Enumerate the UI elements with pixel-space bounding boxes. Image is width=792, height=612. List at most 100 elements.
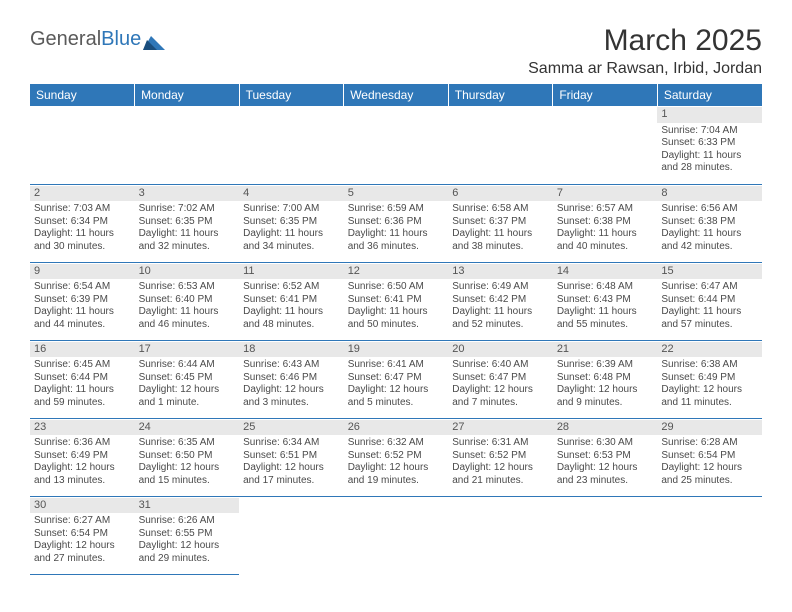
calendar-cell: 7Sunrise: 6:57 AMSunset: 6:38 PMDaylight… — [553, 184, 658, 262]
sunrise-text: Sunrise: 6:57 AM — [557, 203, 654, 216]
sunset-text: Sunset: 6:35 PM — [243, 216, 340, 229]
daylight-text: Daylight: 11 hours and 55 minutes. — [557, 306, 654, 331]
sunrise-text: Sunrise: 6:34 AM — [243, 437, 340, 450]
day-number: 14 — [553, 264, 658, 280]
location-subtitle: Samma ar Rawsan, Irbid, Jordan — [528, 60, 762, 78]
sunrise-text: Sunrise: 6:27 AM — [34, 515, 131, 528]
sunrise-text: Sunrise: 6:35 AM — [139, 437, 236, 450]
sunrise-text: Sunrise: 6:45 AM — [34, 359, 131, 372]
weekday-header: Friday — [553, 84, 658, 106]
day-number: 20 — [448, 342, 553, 358]
sunset-text: Sunset: 6:34 PM — [34, 216, 131, 229]
calendar-row: 9Sunrise: 6:54 AMSunset: 6:39 PMDaylight… — [30, 262, 762, 340]
weekday-header: Saturday — [657, 84, 762, 106]
calendar-cell: 13Sunrise: 6:49 AMSunset: 6:42 PMDayligh… — [448, 262, 553, 340]
day-number: 11 — [239, 264, 344, 280]
daylight-text: Daylight: 11 hours and 34 minutes. — [243, 228, 340, 253]
calendar-cell: 21Sunrise: 6:39 AMSunset: 6:48 PMDayligh… — [553, 340, 658, 418]
day-number: 1 — [657, 107, 762, 123]
daylight-text: Daylight: 12 hours and 1 minute. — [139, 384, 236, 409]
calendar-cell: 12Sunrise: 6:50 AMSunset: 6:41 PMDayligh… — [344, 262, 449, 340]
sunset-text: Sunset: 6:48 PM — [557, 372, 654, 385]
logo-text-general: General — [30, 28, 101, 51]
sunset-text: Sunset: 6:43 PM — [557, 294, 654, 307]
daylight-text: Daylight: 12 hours and 15 minutes. — [139, 462, 236, 487]
daylight-text: Daylight: 12 hours and 3 minutes. — [243, 384, 340, 409]
calendar-cell: 15Sunrise: 6:47 AMSunset: 6:44 PMDayligh… — [657, 262, 762, 340]
calendar-cell: 10Sunrise: 6:53 AMSunset: 6:40 PMDayligh… — [135, 262, 240, 340]
day-number: 19 — [344, 342, 449, 358]
daylight-text: Daylight: 11 hours and 28 minutes. — [661, 150, 758, 175]
sunset-text: Sunset: 6:33 PM — [661, 137, 758, 150]
day-number: 9 — [30, 264, 135, 280]
day-number: 25 — [239, 420, 344, 436]
sunset-text: Sunset: 6:51 PM — [243, 450, 340, 463]
day-number: 26 — [344, 420, 449, 436]
day-number: 3 — [135, 186, 240, 202]
calendar-cell: 5Sunrise: 6:59 AMSunset: 6:36 PMDaylight… — [344, 184, 449, 262]
calendar-table: SundayMondayTuesdayWednesdayThursdayFrid… — [30, 84, 762, 575]
daylight-text: Daylight: 11 hours and 52 minutes. — [452, 306, 549, 331]
calendar-cell: 16Sunrise: 6:45 AMSunset: 6:44 PMDayligh… — [30, 340, 135, 418]
header: General Blue March 2025 Samma ar Rawsan,… — [30, 24, 762, 78]
sunset-text: Sunset: 6:36 PM — [348, 216, 445, 229]
sunset-text: Sunset: 6:54 PM — [34, 528, 131, 541]
calendar-cell — [344, 496, 449, 574]
weekday-header: Monday — [135, 84, 240, 106]
calendar-cell: 26Sunrise: 6:32 AMSunset: 6:52 PMDayligh… — [344, 418, 449, 496]
calendar-row: 1Sunrise: 7:04 AMSunset: 6:33 PMDaylight… — [30, 106, 762, 184]
sunset-text: Sunset: 6:50 PM — [139, 450, 236, 463]
day-number: 21 — [553, 342, 658, 358]
sunrise-text: Sunrise: 6:36 AM — [34, 437, 131, 450]
calendar-cell — [30, 106, 135, 184]
sunset-text: Sunset: 6:52 PM — [452, 450, 549, 463]
sunset-text: Sunset: 6:46 PM — [243, 372, 340, 385]
calendar-row: 30Sunrise: 6:27 AMSunset: 6:54 PMDayligh… — [30, 496, 762, 574]
sunset-text: Sunset: 6:37 PM — [452, 216, 549, 229]
sunrise-text: Sunrise: 6:56 AM — [661, 203, 758, 216]
calendar-cell: 18Sunrise: 6:43 AMSunset: 6:46 PMDayligh… — [239, 340, 344, 418]
sunrise-text: Sunrise: 6:38 AM — [661, 359, 758, 372]
calendar-cell — [135, 106, 240, 184]
sunrise-text: Sunrise: 6:54 AM — [34, 281, 131, 294]
calendar-cell: 22Sunrise: 6:38 AMSunset: 6:49 PMDayligh… — [657, 340, 762, 418]
day-number: 6 — [448, 186, 553, 202]
sunrise-text: Sunrise: 6:30 AM — [557, 437, 654, 450]
day-number: 15 — [657, 264, 762, 280]
calendar-cell: 9Sunrise: 6:54 AMSunset: 6:39 PMDaylight… — [30, 262, 135, 340]
calendar-cell: 14Sunrise: 6:48 AMSunset: 6:43 PMDayligh… — [553, 262, 658, 340]
day-number: 29 — [657, 420, 762, 436]
daylight-text: Daylight: 11 hours and 44 minutes. — [34, 306, 131, 331]
calendar-cell: 23Sunrise: 6:36 AMSunset: 6:49 PMDayligh… — [30, 418, 135, 496]
day-number: 7 — [553, 186, 658, 202]
weekday-header: Wednesday — [344, 84, 449, 106]
sunrise-text: Sunrise: 6:32 AM — [348, 437, 445, 450]
sunrise-text: Sunrise: 6:59 AM — [348, 203, 445, 216]
calendar-cell: 20Sunrise: 6:40 AMSunset: 6:47 PMDayligh… — [448, 340, 553, 418]
daylight-text: Daylight: 12 hours and 21 minutes. — [452, 462, 549, 487]
daylight-text: Daylight: 12 hours and 7 minutes. — [452, 384, 549, 409]
sunrise-text: Sunrise: 6:39 AM — [557, 359, 654, 372]
sunset-text: Sunset: 6:47 PM — [348, 372, 445, 385]
sunrise-text: Sunrise: 6:48 AM — [557, 281, 654, 294]
sunrise-text: Sunrise: 6:50 AM — [348, 281, 445, 294]
calendar-cell — [239, 106, 344, 184]
calendar-cell: 27Sunrise: 6:31 AMSunset: 6:52 PMDayligh… — [448, 418, 553, 496]
sunrise-text: Sunrise: 6:43 AM — [243, 359, 340, 372]
daylight-text: Daylight: 12 hours and 19 minutes. — [348, 462, 445, 487]
sunrise-text: Sunrise: 6:53 AM — [139, 281, 236, 294]
calendar-cell: 29Sunrise: 6:28 AMSunset: 6:54 PMDayligh… — [657, 418, 762, 496]
day-number: 5 — [344, 186, 449, 202]
calendar-cell — [344, 106, 449, 184]
day-number: 31 — [135, 498, 240, 514]
sunrise-text: Sunrise: 6:52 AM — [243, 281, 340, 294]
day-number: 22 — [657, 342, 762, 358]
weekday-header-row: SundayMondayTuesdayWednesdayThursdayFrid… — [30, 84, 762, 106]
calendar-cell: 4Sunrise: 7:00 AMSunset: 6:35 PMDaylight… — [239, 184, 344, 262]
sunset-text: Sunset: 6:49 PM — [661, 372, 758, 385]
flag-icon — [143, 32, 165, 50]
daylight-text: Daylight: 12 hours and 27 minutes. — [34, 540, 131, 565]
daylight-text: Daylight: 12 hours and 17 minutes. — [243, 462, 340, 487]
sunrise-text: Sunrise: 6:49 AM — [452, 281, 549, 294]
sunset-text: Sunset: 6:49 PM — [34, 450, 131, 463]
